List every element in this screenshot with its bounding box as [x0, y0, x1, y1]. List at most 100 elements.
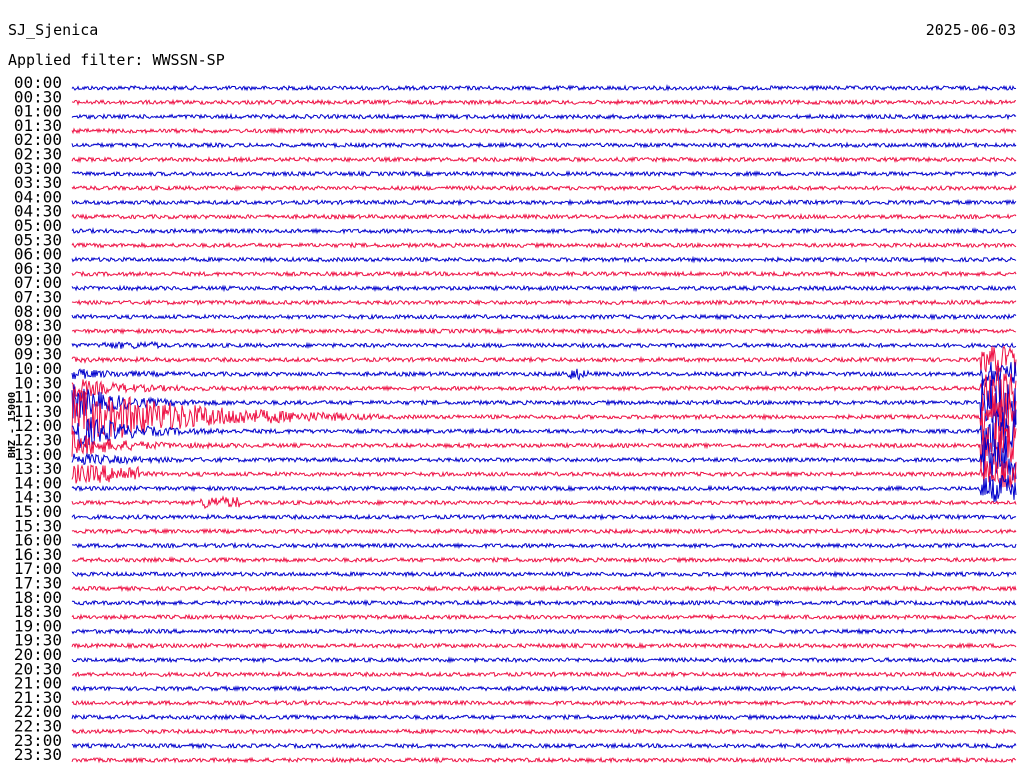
trace — [71, 599, 1017, 607]
trace — [71, 284, 1017, 293]
trace — [71, 408, 1017, 453]
row-label: 13:00 — [14, 445, 62, 464]
row-label: 00:00 — [14, 73, 62, 92]
row-label: 19:30 — [14, 631, 62, 650]
row-label: 18:00 — [14, 588, 62, 607]
row-label: 16:30 — [14, 545, 62, 564]
trace — [71, 641, 1017, 650]
trace — [71, 255, 1017, 264]
row-label: 00:30 — [14, 87, 62, 106]
date: 2025-06-03 — [926, 21, 1016, 39]
trace — [71, 198, 1017, 207]
trace — [71, 389, 1017, 441]
trace — [71, 584, 1017, 593]
trace — [71, 270, 1017, 278]
trace — [71, 495, 1017, 510]
row-label: 05:30 — [14, 230, 62, 249]
row-label: 08:30 — [14, 316, 62, 335]
row-label: 04:00 — [14, 187, 62, 206]
traces — [71, 84, 1017, 765]
trace — [71, 141, 1017, 149]
row-label: 22:30 — [14, 717, 62, 736]
filter-label: Applied filter: WWSSN-SP — [8, 51, 225, 69]
row-label: 11:00 — [14, 388, 62, 407]
trace — [71, 698, 1017, 707]
row-label: 10:30 — [14, 373, 62, 392]
trace — [71, 656, 1017, 664]
trace — [71, 527, 1017, 535]
trace — [71, 313, 1017, 321]
row-label: 20:00 — [14, 645, 62, 664]
trace — [71, 345, 1017, 374]
trace — [71, 361, 1017, 388]
trace — [71, 513, 1017, 521]
trace — [71, 155, 1017, 164]
trace — [71, 127, 1017, 135]
trace — [71, 298, 1017, 307]
row-label: 04:30 — [14, 202, 62, 221]
row-label: 03:30 — [14, 173, 62, 192]
row-label: 14:00 — [14, 473, 62, 492]
row-label: 09:30 — [14, 345, 62, 364]
row-label: 02:30 — [14, 145, 62, 164]
trace — [71, 84, 1017, 92]
row-label: 11:30 — [14, 402, 62, 421]
trace — [71, 756, 1017, 765]
row-label: 19:00 — [14, 616, 62, 635]
row-label: 07:00 — [14, 273, 62, 292]
row-label: 12:00 — [14, 416, 62, 435]
trace — [71, 422, 1017, 470]
row-label: 17:30 — [14, 574, 62, 593]
trace — [71, 379, 1017, 425]
trace — [71, 112, 1017, 121]
row-label: 14:30 — [14, 488, 62, 507]
row-label: 15:00 — [14, 502, 62, 521]
trace — [71, 713, 1017, 721]
trace — [71, 613, 1017, 621]
row-label: 13:30 — [14, 459, 62, 478]
trace — [71, 459, 1017, 488]
row-label: 20:30 — [14, 659, 62, 678]
row-label: 21:30 — [14, 688, 62, 707]
trace — [72, 541, 1017, 550]
row-label: 01:30 — [14, 116, 62, 135]
row-label: 21:00 — [14, 674, 62, 693]
trace — [71, 212, 1017, 221]
row-label: 09:00 — [14, 330, 62, 349]
trace — [71, 727, 1017, 736]
trace — [71, 241, 1017, 249]
trace — [71, 340, 1017, 350]
trace — [71, 184, 1017, 192]
row-label: 10:00 — [14, 359, 62, 378]
trace — [71, 474, 1017, 503]
row-label: 17:00 — [14, 559, 62, 578]
trace — [71, 570, 1017, 579]
row-label: 08:00 — [14, 302, 62, 321]
trace — [71, 98, 1017, 106]
row-label: 16:00 — [14, 531, 62, 550]
trace — [71, 556, 1017, 564]
row-label: 05:00 — [14, 216, 62, 235]
row-label: 06:30 — [14, 259, 62, 278]
row-label: 03:00 — [14, 159, 62, 178]
trace — [71, 327, 1017, 335]
row-label: 18:30 — [14, 602, 62, 621]
trace — [71, 742, 1017, 750]
axis-label: BHZ - 15000 — [7, 392, 18, 458]
row-label: 12:30 — [14, 431, 62, 450]
row-label: 15:30 — [14, 516, 62, 535]
row-label: 22:00 — [14, 702, 62, 721]
trace — [71, 227, 1017, 235]
trace — [71, 365, 1017, 412]
trace — [71, 684, 1017, 693]
row-label: 06:00 — [14, 245, 62, 264]
trace — [71, 436, 1017, 484]
row-label: 01:00 — [14, 102, 62, 121]
row-label: 07:30 — [14, 288, 62, 307]
trace — [71, 627, 1017, 635]
trace — [71, 670, 1017, 679]
station-name: SJ_Sjenica — [8, 21, 98, 39]
row-label: 23:00 — [14, 731, 62, 750]
